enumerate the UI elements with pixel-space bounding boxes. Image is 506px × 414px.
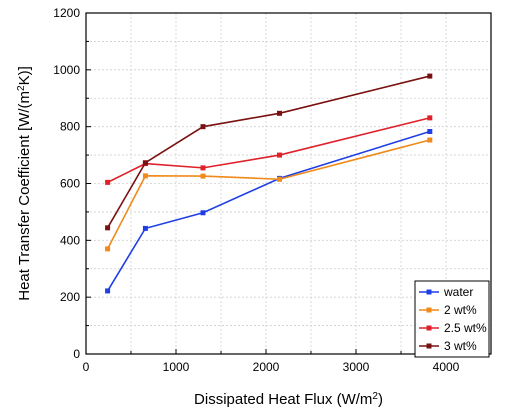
- legend: water 2 wt% 2.5 wt% 3 wt%: [414, 280, 490, 358]
- data-point: [200, 165, 206, 171]
- data-point: [105, 288, 111, 294]
- legend-swatch-marker: [426, 289, 432, 295]
- data-point: [142, 225, 148, 231]
- data-point: [277, 110, 282, 116]
- data-point: [427, 137, 433, 143]
- tick-labels: 0 1000 2000 3000 4000 0 200 400 600 800 1000 1200: [53, 6, 459, 374]
- y-tick-label: 0: [73, 347, 80, 361]
- data-point: [142, 173, 148, 179]
- x-tick-label: 1000: [163, 360, 190, 374]
- y-tick-label: 400: [60, 233, 80, 247]
- series-3: [105, 73, 433, 231]
- series-2: [105, 115, 433, 185]
- series-line: [107, 117, 430, 184]
- data-point: [105, 246, 111, 252]
- data-point: [200, 173, 206, 179]
- legend-swatch-marker: [426, 343, 432, 349]
- x-tick-label: 2000: [253, 360, 280, 374]
- data-point: [105, 225, 111, 231]
- y-tick-label: 1000: [53, 63, 80, 77]
- x-tick-label: 3000: [343, 360, 370, 374]
- legend-label: 2.5 wt%: [444, 321, 487, 335]
- legend-label: 2 wt%: [444, 303, 477, 317]
- series-layer: [105, 73, 433, 294]
- legend-swatch-marker: [426, 325, 432, 331]
- data-point: [427, 73, 433, 79]
- x-tick-label: 4000: [433, 360, 460, 374]
- legend-item: water: [419, 285, 473, 299]
- data-point: [427, 115, 433, 121]
- series-1: [105, 137, 433, 252]
- data-point: [200, 124, 206, 130]
- data-point: [277, 176, 282, 182]
- legend-label: water: [443, 285, 473, 299]
- y-tick-label: 1200: [53, 6, 80, 20]
- data-point: [277, 152, 282, 158]
- data-point: [427, 128, 433, 134]
- y-tick-label: 200: [60, 290, 80, 304]
- y-axis-label: Heat Transfer Coefficient [W/(m2K)]: [16, 66, 34, 301]
- ticks: [85, 12, 447, 355]
- y-tick-label: 800: [60, 120, 80, 134]
- legend-label: 3 wt%: [444, 339, 477, 353]
- y-tick-label: 600: [60, 177, 80, 191]
- x-tick-label: 0: [83, 360, 90, 374]
- legend-swatch-marker: [426, 307, 432, 313]
- legend-item: 3 wt%: [419, 339, 477, 353]
- data-point: [200, 210, 206, 216]
- legend-item: 2.5 wt%: [419, 321, 487, 335]
- data-point: [105, 179, 111, 185]
- x-axis-label: Dissipated Heat Flux (W/m2): [194, 391, 383, 409]
- legend-item: 2 wt%: [419, 303, 477, 317]
- data-point: [142, 160, 148, 166]
